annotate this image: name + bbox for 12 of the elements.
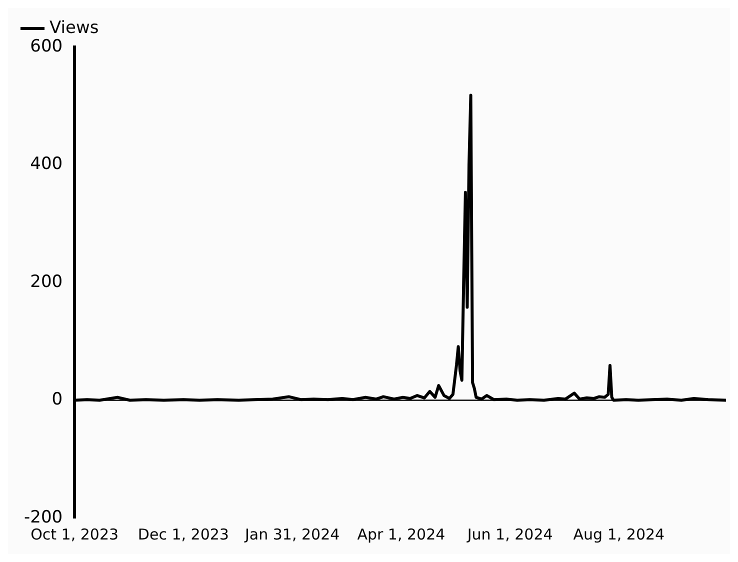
x-tick-label: Dec 1, 2023 <box>138 525 229 544</box>
x-tick-label: Jan 31, 2024 <box>244 525 340 544</box>
y-tick-label: 200 <box>30 272 63 292</box>
legend-label: Views <box>50 18 99 38</box>
y-tick-label: -200 <box>24 507 63 528</box>
y-tick-label: 400 <box>30 154 63 174</box>
x-tick-label: Apr 1, 2024 <box>357 525 446 544</box>
y-tick-label: 0 <box>52 390 63 410</box>
y-tick-label: 600 <box>30 36 63 56</box>
x-tick-label: Jun 1, 2024 <box>466 525 553 544</box>
x-tick-label: Aug 1, 2024 <box>573 525 665 544</box>
x-tick-label: Oct 1, 2023 <box>30 525 119 544</box>
